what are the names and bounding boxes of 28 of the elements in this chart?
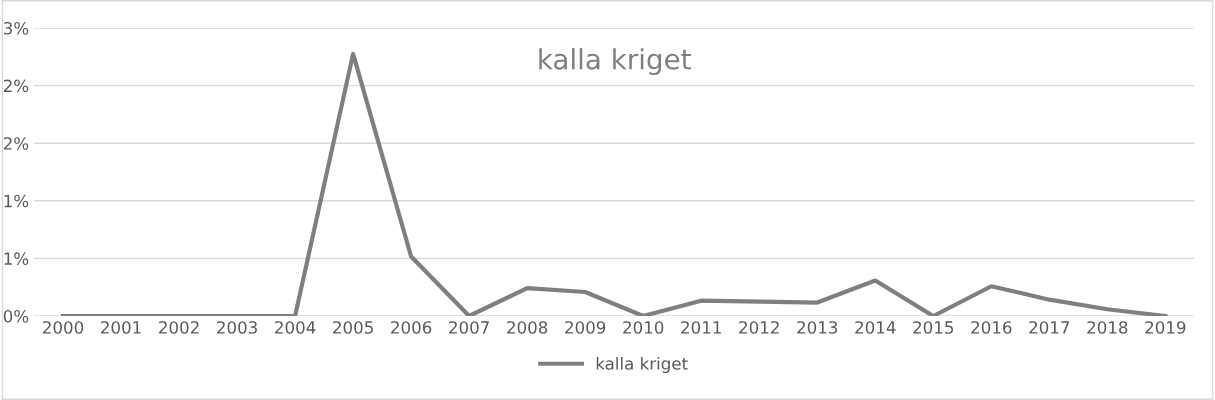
x-tick-label: 2017 <box>1029 321 1070 334</box>
x-tick-label: 2006 <box>391 321 432 334</box>
x-tick-label: 2018 <box>1087 321 1128 334</box>
x-tick-label: 2008 <box>507 321 548 334</box>
x-tick-label: 2005 <box>333 321 373 334</box>
y-tick-label: 0% <box>3 309 29 323</box>
text: kalla kriget <box>539 48 691 76</box>
y-tick-label: 2% <box>3 137 29 150</box>
legend-label: kalla kriget <box>596 356 688 374</box>
x-tick-label: 2007 <box>449 321 489 334</box>
x-tick-label: 2010 <box>623 321 664 334</box>
x-tick-label: 2000 <box>43 321 84 334</box>
x-tick-label: 2004 <box>275 321 316 334</box>
x-tick-label: 2011 <box>681 321 721 334</box>
x-tick-label: 2013 <box>797 321 838 334</box>
x-tick-label: 2009 <box>565 321 606 334</box>
x-tick-label: 2002 <box>159 321 199 334</box>
x-tick-label: 2001 <box>101 321 141 334</box>
x-tick-label: 2016 <box>971 321 1012 334</box>
x-tick-label: 2012 <box>739 321 779 334</box>
y-tick-label: 2% <box>3 79 29 93</box>
y-tick-label: 3% <box>3 21 29 35</box>
x-tick-label: 2019 <box>1145 321 1186 334</box>
y-tick-label: 1% <box>4 252 29 265</box>
x-tick-label: 2014 <box>855 321 896 334</box>
y-tick-label: 1% <box>4 194 29 208</box>
x-tick-label: 2003 <box>217 321 257 334</box>
x-tick-label: 2015 <box>913 321 954 334</box>
